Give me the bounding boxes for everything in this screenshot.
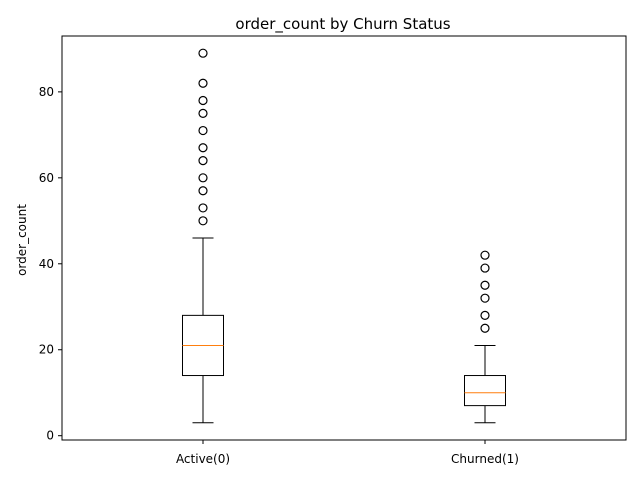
outlier-point bbox=[198, 156, 208, 166]
y-tick-label: 40 bbox=[39, 257, 54, 271]
outlier-point bbox=[480, 293, 490, 303]
outlier-point bbox=[480, 280, 490, 290]
outlier-point bbox=[198, 186, 208, 196]
plot-frame bbox=[61, 35, 627, 441]
outlier-point bbox=[480, 250, 490, 260]
outlier-point bbox=[198, 143, 208, 153]
iqr-box bbox=[464, 375, 506, 407]
y-tick-label: 0 bbox=[46, 429, 54, 443]
outlier-point bbox=[198, 95, 208, 106]
outlier-point bbox=[198, 173, 208, 183]
y-tick-label: 60 bbox=[39, 171, 54, 185]
outlier-point bbox=[198, 78, 208, 88]
outlier-point bbox=[198, 203, 208, 213]
outlier-point bbox=[198, 125, 208, 136]
x-tick-label: Active(0) bbox=[176, 452, 230, 466]
y-tick-label: 80 bbox=[39, 85, 54, 99]
outlier-point bbox=[480, 323, 490, 333]
outlier-point bbox=[198, 216, 208, 226]
outlier-point bbox=[198, 48, 208, 58]
plot-area: 0 20 40 60 80 Active(0) Churned(1) bbox=[39, 48, 519, 466]
outlier-point bbox=[480, 310, 490, 320]
outlier-point bbox=[480, 263, 490, 273]
outlier-point bbox=[198, 108, 208, 118]
y-tick-label: 20 bbox=[39, 343, 54, 357]
y-axis-label: order_count bbox=[15, 204, 29, 276]
x-tick-label: Churned(1) bbox=[451, 452, 519, 466]
chart-title: order_count by Churn Status bbox=[235, 15, 450, 34]
